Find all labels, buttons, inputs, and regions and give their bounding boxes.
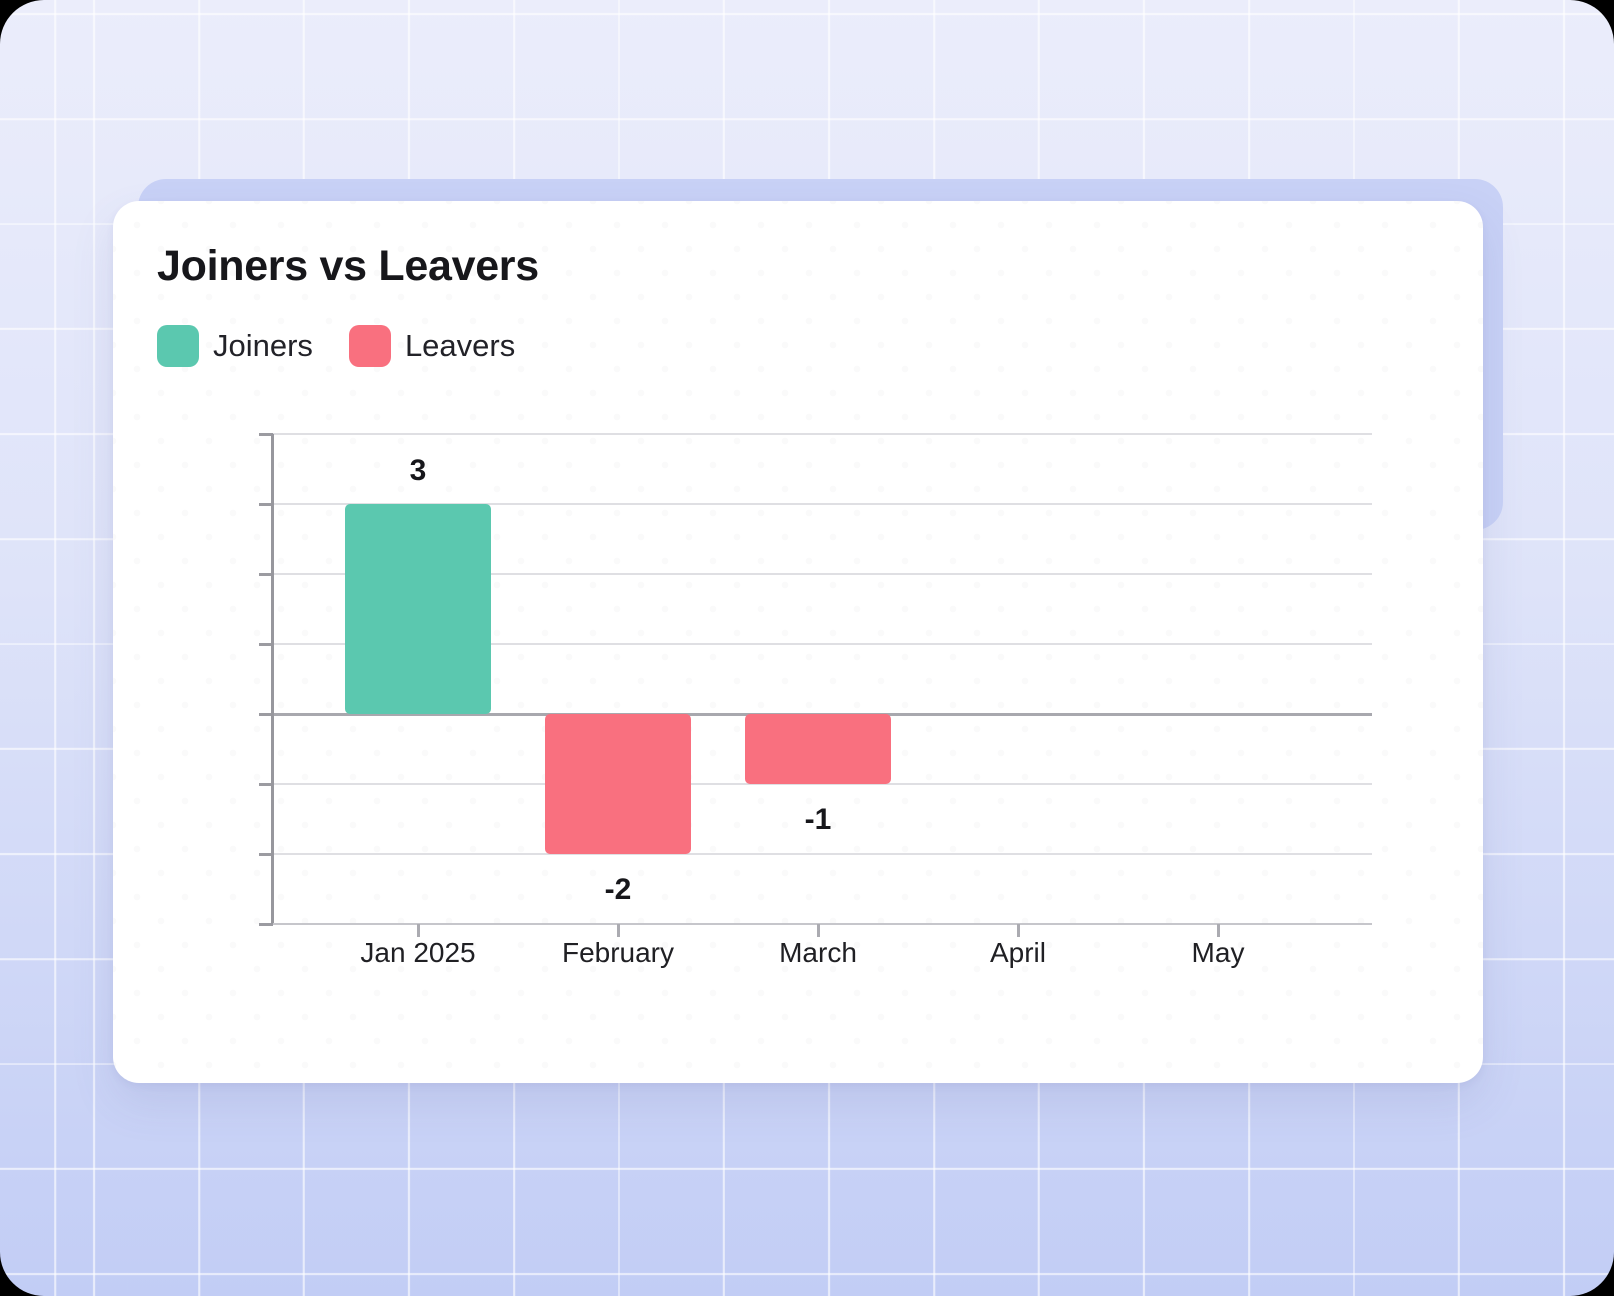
bar-joiners-jan-2025[interactable] [345,504,491,714]
legend-item-leavers[interactable]: Leavers [348,325,516,367]
gridline-y-1 [273,643,1372,645]
chart-title: Joiners vs Leavers [157,242,539,290]
plot-area: Jan 2025 3 February -2 March -1 April May [113,201,1483,1083]
bar-leavers-february[interactable] [545,714,691,854]
x-axis-spine [273,923,1372,925]
gridline-y--2 [273,853,1372,855]
gridline-y-4 [273,433,1372,435]
x-axis-tick-may [1217,924,1220,937]
y-axis-tick-3 [259,503,273,506]
gridline-y-2 [273,573,1372,575]
x-axis-label-february: February [561,937,675,968]
x-axis-tick-march [817,924,820,937]
x-axis-label-march: March [779,937,857,968]
chart-card: Joiners vs Leavers Joiners Leavers Jan 2… [113,201,1483,1083]
chart-legend: Joiners Leavers [157,325,515,367]
joiners-swatch-icon [157,325,199,367]
gridline-y-3 [273,503,1372,505]
x-axis-label-jan-2025: Jan 2025 [360,937,476,968]
x-axis-tick-jan-2025 [417,924,420,937]
x-axis-label-april: April [989,937,1046,968]
y-axis-spine [271,434,274,924]
y-axis-tick-1 [259,643,273,646]
bar-value-label-march: -1 [804,803,832,836]
x-axis-tick-february [617,924,620,937]
legend-label-joiners: Joiners [213,328,313,363]
y-axis-tick--1 [259,783,273,786]
y-axis-tick--2 [259,853,273,856]
y-axis-tick-0 [259,713,273,716]
y-axis-tick--3 [259,923,273,926]
y-axis-tick-4 [259,433,273,436]
x-axis-tick-april [1017,924,1020,937]
gridline-y--1 [273,783,1372,785]
y-axis-tick-2 [259,573,273,576]
leavers-swatch-icon [348,325,391,367]
bar-leavers-march[interactable] [745,714,891,784]
bar-value-label-february: -2 [604,873,632,906]
legend-label-leavers: Leavers [404,328,516,363]
x-axis-label-may: May [1191,937,1245,968]
bar-value-label-jan-2025: 3 [409,454,427,487]
legend-item-joiners[interactable]: Joiners [157,325,313,367]
